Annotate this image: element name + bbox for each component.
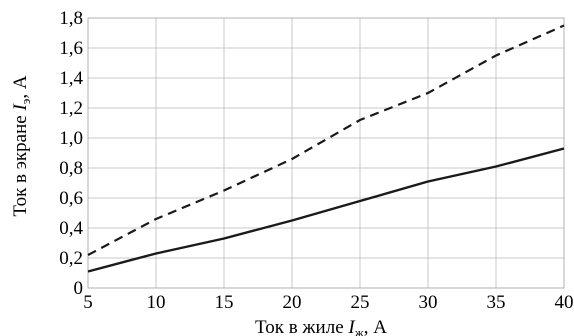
- y-tick-label-4: 0,8: [59, 158, 83, 179]
- plot-frame: [87, 17, 565, 289]
- y-tick-label-1: 0,2: [59, 248, 83, 269]
- x-tick-label-0: 5: [83, 292, 93, 313]
- x-axis-title-prefix: Ток в жиле: [255, 317, 348, 336]
- y-tick-labels: 0 0,2 0,4 0,6 0,8 1,0 1,2 1,4 1,6 1,8: [59, 8, 83, 299]
- y-tick-label-6: 1,2: [59, 98, 83, 119]
- x-tick-label-5: 30: [419, 292, 438, 313]
- x-tick-labels: 5 10 15 20 25 30 35 40: [83, 292, 573, 313]
- x-axis-title-symbol: I: [347, 317, 356, 336]
- y-axis-title: Ток в экране Iэ, А: [10, 75, 33, 216]
- series-lines: [87, 24, 565, 273]
- y-axis-title-prefix: Ток в экране: [10, 111, 31, 217]
- y-tick-label-5: 1,0: [59, 128, 83, 149]
- x-axis-title: Ток в жиле Iж, А: [255, 317, 387, 336]
- y-axis-title-suffix: , А: [10, 75, 31, 99]
- series-line-solid: [87, 147, 565, 273]
- y-tick-label-9: 1,8: [59, 8, 83, 29]
- x-tick-label-6: 35: [487, 292, 506, 313]
- x-axis-title-suffix: , А: [364, 317, 388, 336]
- y-tick-label-8: 1,6: [59, 38, 83, 59]
- y-tick-label-2: 0,4: [59, 218, 83, 239]
- y-axis-title-symbol: I: [10, 103, 31, 112]
- y-tick-label-0: 0: [74, 278, 84, 299]
- x-tick-label-1: 10: [147, 292, 166, 313]
- y-axis-title-subscript: э: [18, 98, 33, 104]
- y-tick-label-3: 0,6: [59, 188, 83, 209]
- y-tick-label-7: 1,4: [59, 68, 83, 89]
- x-axis-title-subscript: ж: [354, 325, 365, 336]
- series-line-dashed: [87, 24, 565, 256]
- x-tick-label-3: 20: [283, 292, 302, 313]
- x-tick-label-2: 15: [215, 292, 234, 313]
- x-tick-label-7: 40: [555, 292, 574, 313]
- x-tick-label-4: 25: [351, 292, 370, 313]
